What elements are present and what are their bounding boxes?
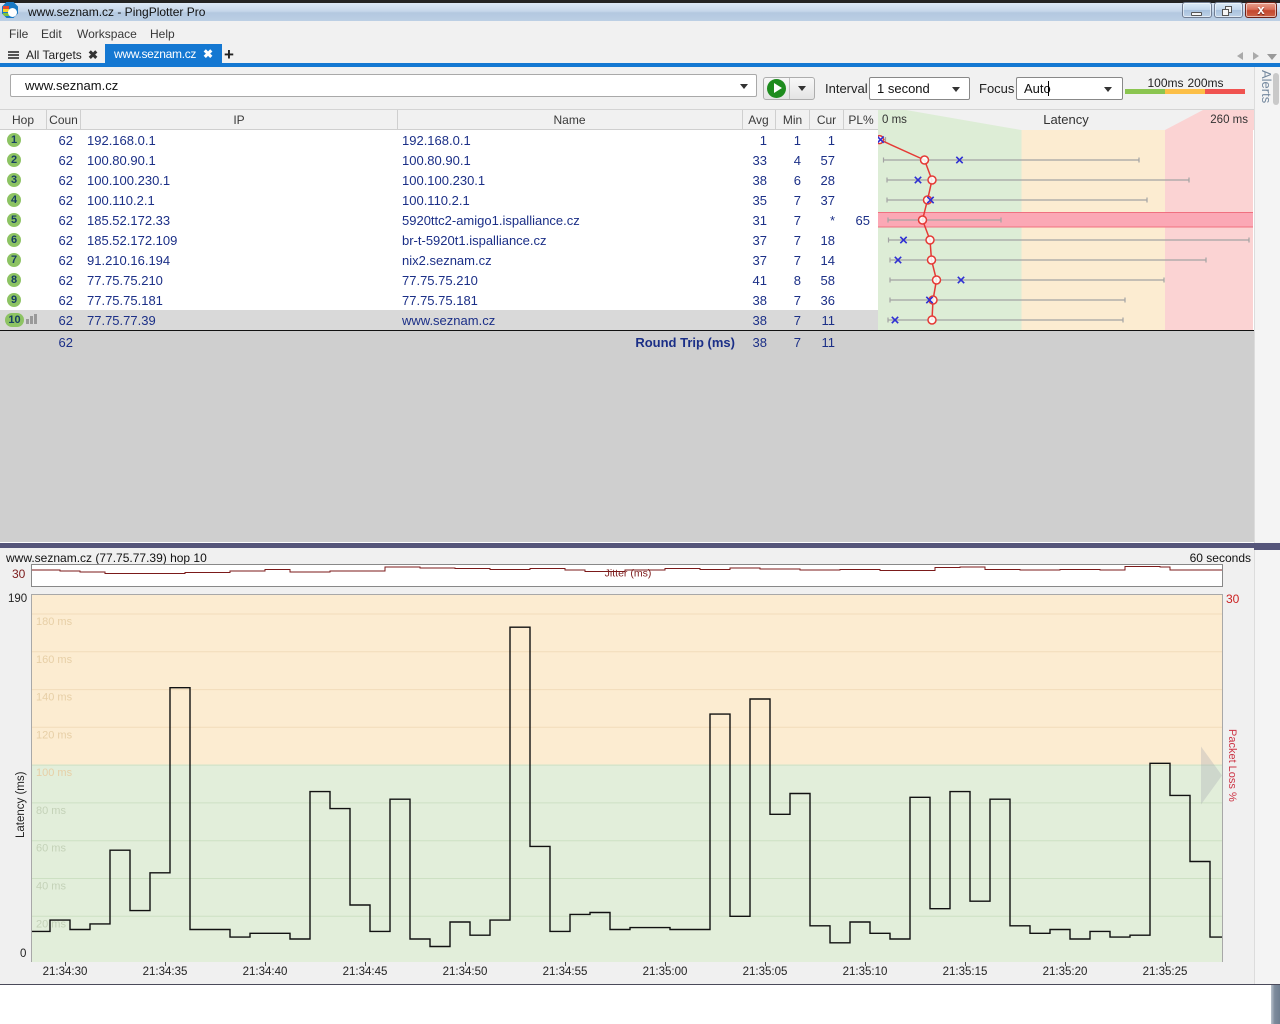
svg-text:140 ms: 140 ms	[36, 692, 73, 704]
svg-text:40 ms: 40 ms	[36, 881, 66, 893]
svg-text:Jitter (ms): Jitter (ms)	[605, 568, 652, 580]
svg-text:180 ms: 180 ms	[36, 616, 73, 628]
svg-text:60 ms: 60 ms	[36, 843, 66, 855]
svg-text:100 ms: 100 ms	[36, 767, 73, 779]
svg-text:80 ms: 80 ms	[36, 805, 66, 817]
svg-text:120 ms: 120 ms	[36, 729, 73, 741]
svg-text:20 ms: 20 ms	[36, 918, 66, 930]
svg-text:160 ms: 160 ms	[36, 654, 73, 666]
